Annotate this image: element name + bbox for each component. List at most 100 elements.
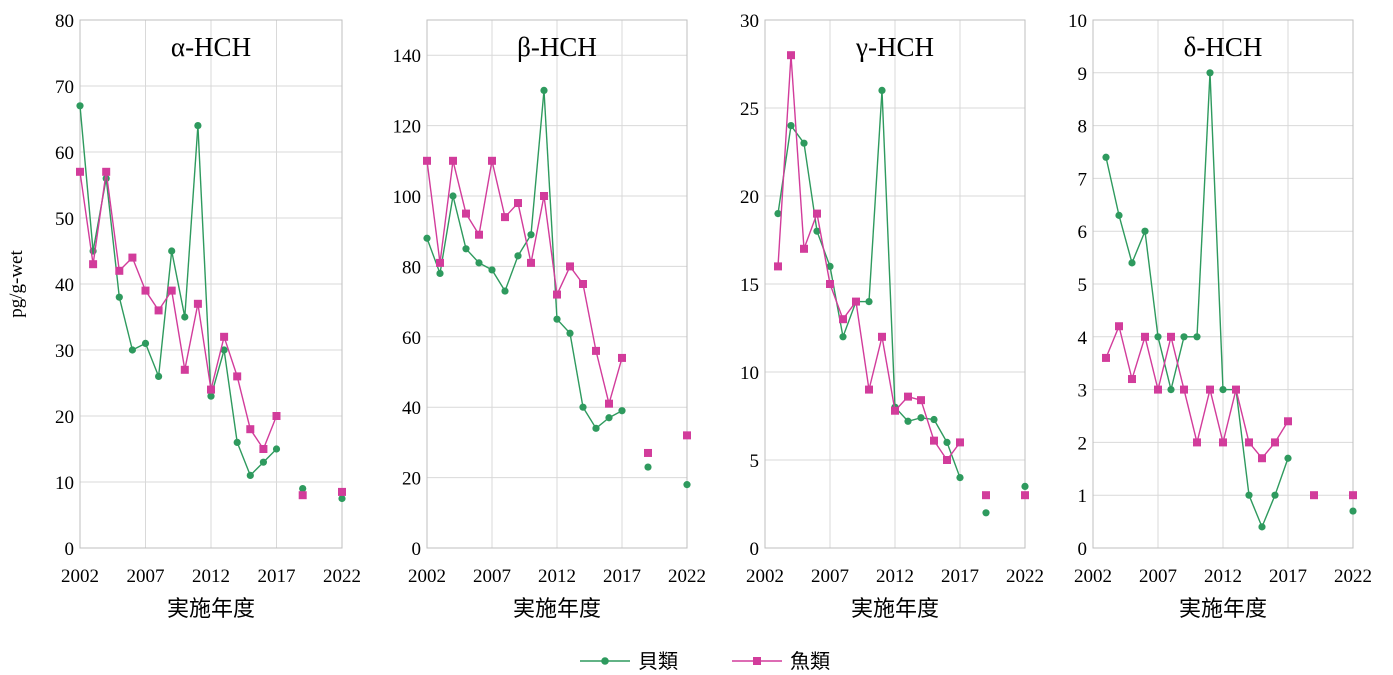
panel-4-series-2-point-12 — [1258, 454, 1266, 463]
panel-4-xtick-label-1: 2007 — [1139, 566, 1177, 587]
legend-fish-label: 魚類 — [790, 649, 830, 673]
panel-1-series-1-segment-10 — [197, 125, 212, 397]
panel-2-series-2-segment-11 — [556, 266, 571, 295]
panel-4-xtick-label-0: 2002 — [1074, 566, 1112, 587]
panel-3-series-1-point-7 — [865, 298, 873, 306]
panel-2-series-2-point-15 — [618, 353, 626, 362]
panel-3-series-2-segment-3 — [803, 213, 818, 250]
panel-1-series-1-point-7 — [168, 247, 176, 255]
panel-3-ytick-label-6: 30 — [740, 11, 759, 32]
panel-1-series-1-segment-6 — [144, 343, 160, 377]
panel-2-xtick-label-4: 2022 — [668, 566, 706, 587]
panel-3-series-2-point-13 — [943, 456, 951, 464]
panel-2-series-1-point-6 — [501, 287, 509, 295]
panel-4-ytick-label-4: 4 — [1078, 328, 1088, 349]
panel-4-series-2-segment-7 — [1183, 389, 1198, 443]
panel-2-series-2-point-10 — [553, 290, 561, 299]
panel-1-x-axis-title: 実施年度 — [167, 597, 255, 622]
panel-1: 0 10 20 30 40 50 60 70 80 2002 2007 2012 2017 2022 α-H… — [6, 11, 361, 622]
panel-4-series-1-point-1 — [1115, 211, 1123, 219]
panel-2-series-2-point-14 — [605, 399, 613, 408]
panel-1-series-2-segment-5 — [131, 257, 147, 291]
panel-3-series-2-point-3 — [813, 209, 821, 218]
panel-3-series-2-point-1 — [787, 51, 795, 60]
panel-4-series-1-segment-8 — [1196, 72, 1211, 337]
panel-2: 0 20 40 60 80 100 120 140 2002 2007 2012 2017 2022 β-… — [393, 19, 706, 622]
panel-2-ytick-label-6: 120 — [393, 117, 422, 138]
panel-3: 0 5 10 15 20 25 30 2002 2007 2012 2017 2022 γ-HCH 実施年… — [740, 11, 1044, 622]
panel-1-ytick-label-0: 0 — [65, 539, 75, 560]
panel-1-title: α-HCH — [171, 32, 251, 62]
panel-3-series-2-point-14 — [956, 438, 964, 447]
panel-1-xtick-label-2: 2012 — [192, 566, 230, 587]
panel-1-series-2-point-2 — [102, 167, 111, 176]
panel-2-series-1-point-14 — [605, 414, 613, 422]
panel-4-series-2-point-2 — [1128, 375, 1136, 384]
panel-3-series-1-point-4 — [826, 262, 834, 270]
panel-3-series-1-point-12 — [930, 415, 938, 424]
panel-2-ytick-label-2: 40 — [402, 398, 421, 419]
panel-1-series-2-point-16 — [298, 491, 307, 500]
panel-1-series-2-point-8 — [180, 365, 189, 374]
panel-3-series-1-point-5 — [839, 333, 847, 341]
panel-4-series-1-segment-14 — [1274, 458, 1289, 496]
panel-4-series-2-segment-4 — [1144, 336, 1159, 390]
panel-4-series-2-point-4 — [1154, 385, 1162, 394]
panel-4-series-1-segment-9 — [1209, 72, 1224, 390]
panel-1-series-2-segment-12 — [223, 336, 238, 377]
panel-2-series-1-point-9 — [540, 86, 548, 94]
panel-2-series-2-segment-14 — [595, 350, 610, 404]
panel-2-series-1-point-1 — [436, 269, 444, 278]
panel-2-ytick-label-0: 0 — [412, 539, 422, 560]
panel-2-series-1-segment-9 — [530, 90, 545, 235]
panel-3-series-2-point-0 — [774, 262, 782, 271]
panel-4-series-1-point-2 — [1128, 259, 1136, 267]
panel-2-ytick-label-3: 60 — [402, 328, 421, 349]
panel-1-series-1-segment-1 — [79, 105, 94, 252]
panel-2-series-2-segment-15 — [608, 357, 623, 404]
panel-4-series-1-segment-11 — [1235, 389, 1250, 496]
panel-1-series-2-point-13 — [246, 425, 255, 434]
panel-3-series-2-segment-1 — [777, 55, 792, 267]
panel-2-series-2-segment-3 — [452, 160, 467, 214]
panel-2-series-2-point-4 — [475, 230, 483, 239]
panel-1-ytick-label-7: 70 — [55, 77, 74, 98]
panel-1-series-2 — [76, 167, 346, 500]
panel-3-series-1-point-8 — [878, 86, 886, 94]
panel-2-series-1-point-12 — [579, 403, 587, 411]
panel-4-series-2-point-5 — [1167, 332, 1175, 341]
panel-4-series-2-segment-9 — [1209, 389, 1224, 443]
panel-4-xtick-label-3: 2017 — [1269, 566, 1307, 587]
panel-4-series-2-point-8 — [1206, 385, 1214, 394]
panel-3-series-2-point-6 — [852, 297, 860, 306]
panel-1-series-1-point-9 — [194, 122, 202, 130]
panel-2-ytick-label-4: 80 — [402, 257, 421, 278]
panel-2-series-2-segment-13 — [582, 283, 597, 352]
panel-3-series-2-point-8 — [878, 332, 886, 341]
panel-4-series-2-point-16 — [1349, 491, 1357, 500]
panel-4-series-2-segment-11 — [1235, 389, 1250, 443]
panel-4-series-2-point-13 — [1271, 438, 1279, 447]
panel-4-ytick-label-3: 3 — [1078, 381, 1088, 402]
panel-3-series-2-point-5 — [839, 315, 847, 324]
panel-4-series-2-point-6 — [1180, 385, 1188, 394]
panel-2-xtick-label-3: 2017 — [603, 566, 641, 587]
panel-1-series-2-point-1 — [89, 260, 98, 269]
panel-1-series-1-point-12 — [233, 438, 241, 446]
panel-2-series-1-point-4 — [475, 259, 483, 267]
panel-3-series-2-point-2 — [800, 244, 808, 253]
panel-2-series-2 — [423, 156, 691, 457]
panel-4-ytick-label-5: 5 — [1078, 275, 1088, 296]
panel-2-series-1-point-15 — [618, 407, 626, 415]
panel-1-series-2-point-6 — [154, 306, 163, 315]
panel-3-series-1-segment-6 — [842, 301, 857, 338]
panel-4-series-1-point-6 — [1180, 333, 1188, 341]
panel-1-series-1-point-14 — [259, 458, 267, 466]
panel-1-y-axis-title: pg/g-wet — [6, 250, 27, 318]
panel-1-series-1-segment-8 — [171, 250, 186, 318]
panel-2-series-1-point-13 — [592, 424, 600, 432]
panel-4-series-1-point-4 — [1154, 333, 1162, 341]
panel-2-series-2-point-11 — [566, 262, 574, 271]
panel-2-series-1-point-0 — [423, 234, 431, 242]
